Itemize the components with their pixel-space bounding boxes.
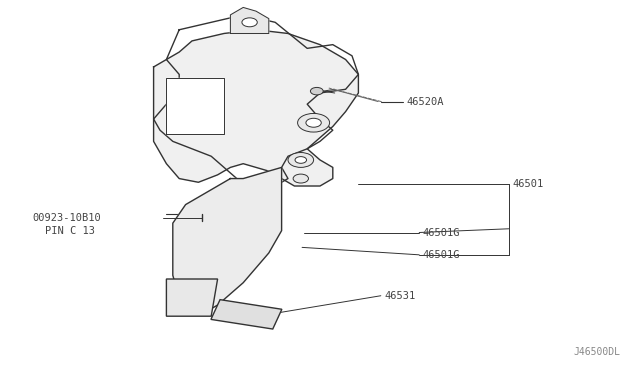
Circle shape [298, 113, 330, 132]
Circle shape [242, 18, 257, 27]
Text: 46501G: 46501G [422, 228, 460, 237]
Polygon shape [230, 7, 269, 33]
Polygon shape [166, 279, 218, 316]
Text: 46501G: 46501G [422, 250, 460, 260]
Text: 46520A: 46520A [406, 97, 444, 107]
Text: J46500DL: J46500DL [574, 347, 621, 357]
Text: 46501: 46501 [512, 179, 543, 189]
Circle shape [295, 157, 307, 163]
Circle shape [310, 87, 323, 95]
Circle shape [288, 153, 314, 167]
Polygon shape [211, 299, 282, 329]
Polygon shape [154, 30, 358, 186]
Polygon shape [173, 167, 282, 312]
Circle shape [293, 174, 308, 183]
Text: 46531: 46531 [384, 291, 415, 301]
Text: PIN C 13: PIN C 13 [45, 227, 95, 236]
Text: 00923-10B10: 00923-10B10 [32, 213, 100, 222]
Polygon shape [166, 78, 224, 134]
Circle shape [306, 118, 321, 127]
